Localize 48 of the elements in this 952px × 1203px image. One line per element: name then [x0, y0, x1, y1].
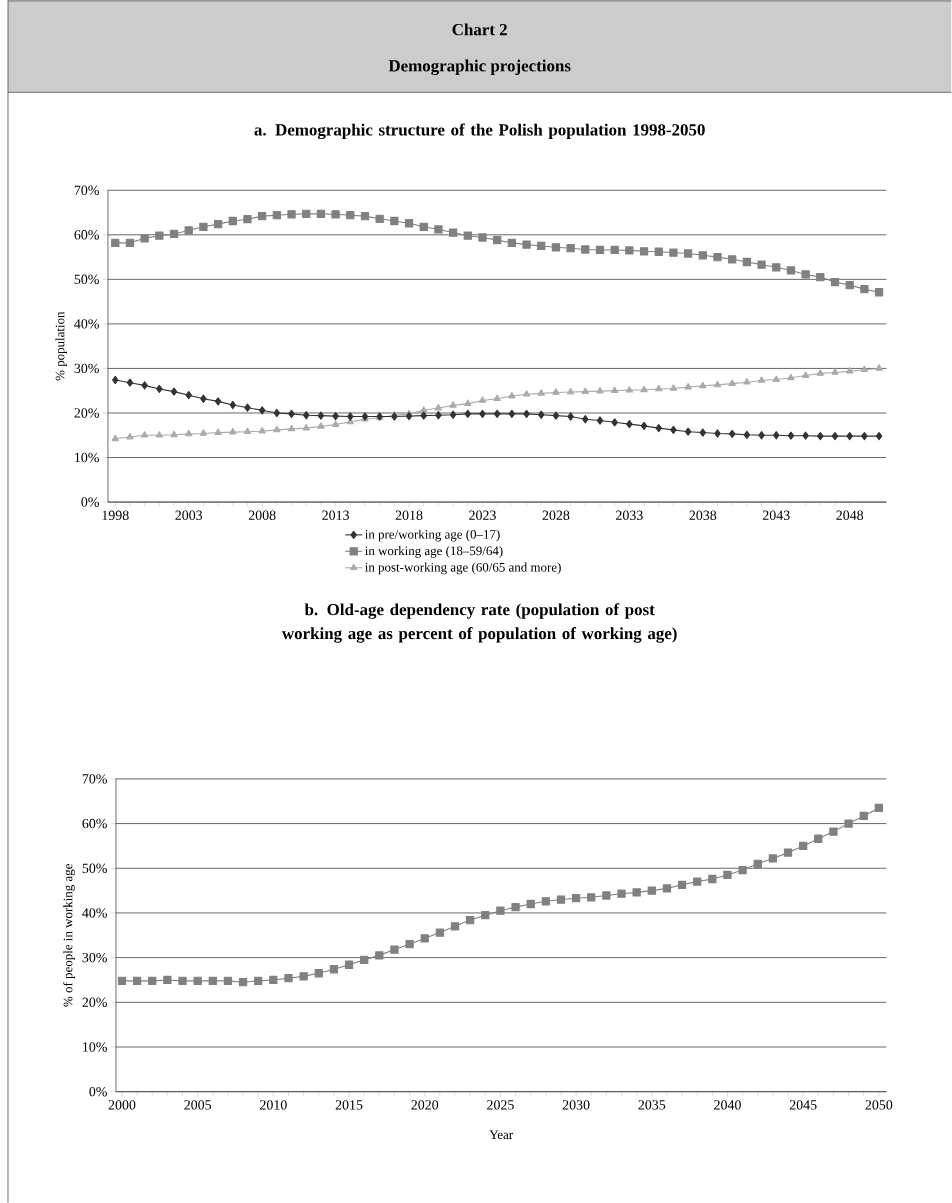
x-tick-label: 2028	[542, 510, 570, 520]
chart-title: a. Demographic structure of the Polish population 1998-2050	[254, 123, 705, 140]
x-tick-label: 2018	[395, 510, 423, 520]
x-tick-label: 2000	[108, 1100, 136, 1110]
x-tick-label: 2010	[260, 1100, 287, 1110]
x-tick-label: 2030	[562, 1100, 590, 1110]
x-tick-label: 2013	[322, 510, 350, 520]
y-tick-label: 0%	[81, 497, 100, 507]
y-tick-label: 40%	[82, 908, 108, 918]
y-tick-label: 50%	[82, 863, 108, 873]
legend-label: in pre/working age (0–17)	[365, 529, 500, 542]
y-tick-label: 0%	[89, 1086, 108, 1097]
text: Demographic projections	[388, 59, 571, 76]
x-tick-label: 2048	[836, 510, 864, 520]
y-axis-title: % of people in working age	[63, 864, 76, 1007]
y-tick-label: 50%	[74, 274, 100, 285]
y-tick-label: 60%	[74, 230, 100, 240]
legend-label: in post-working age (60/65 and more)	[365, 562, 561, 575]
y-tick-label: 10%	[83, 1042, 108, 1052]
x-tick-label: 1998	[102, 510, 129, 520]
x-tick-label: 2035	[638, 1100, 666, 1110]
y-tick-label: 60%	[82, 818, 108, 829]
y-tick-label: 10%	[75, 452, 100, 463]
x-tick-label: 2050	[865, 1100, 893, 1110]
x-tick-label: 2008	[248, 510, 276, 520]
y-tick-label: 70%	[74, 185, 100, 195]
y-tick-label: 30%	[74, 363, 100, 374]
legend-label: in working age (18–59/64)	[365, 546, 503, 558]
y-tick-label: 20%	[82, 997, 108, 1008]
x-tick-label: 2025	[487, 1100, 514, 1110]
y-tick-label: 30%	[82, 952, 108, 963]
x-tick-label: 2003	[175, 510, 203, 520]
y-axis-title: % population	[55, 311, 68, 381]
x-tick-label: 2015	[335, 1100, 363, 1110]
x-tick-label: 2023	[469, 510, 496, 520]
x-tick-label: 2045	[789, 1100, 817, 1110]
x-tick-label: 2038	[689, 510, 717, 520]
y-tick-label: 20%	[74, 408, 100, 418]
x-tick-label: 2043	[763, 510, 790, 520]
y-tick-label: 40%	[74, 319, 100, 329]
x-tick-label: 2040	[714, 1100, 741, 1110]
x-tick-label: 2020	[411, 1100, 439, 1110]
x-tick-label: 2005	[184, 1100, 212, 1110]
x-tick-label: 2033	[616, 510, 643, 520]
y-tick-label: 70%	[82, 774, 108, 784]
chart-title: b. Old-age dependency rate (population of post working age as percent of population of working age)	[282, 603, 677, 643]
caption: Chart 2	[452, 23, 508, 36]
x-axis-title: Year	[489, 1130, 514, 1140]
